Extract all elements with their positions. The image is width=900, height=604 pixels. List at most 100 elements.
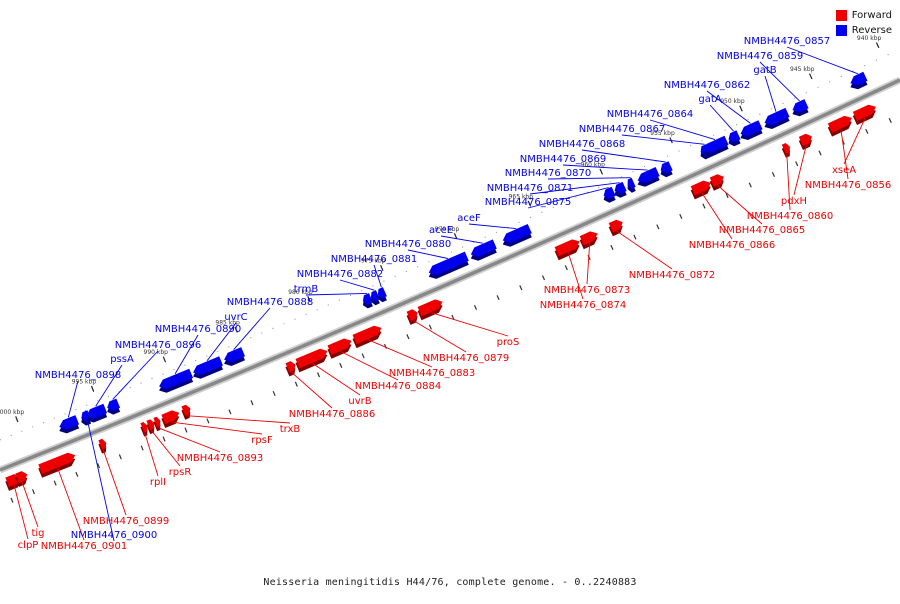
guide-dot (552, 206, 554, 208)
guide-dot (643, 165, 646, 168)
gene-label: gatB (753, 65, 776, 76)
gene-arrow (406, 309, 418, 321)
gene-leader (57, 467, 85, 541)
minor-tick (75, 471, 79, 477)
gene-arrow (59, 415, 80, 430)
major-tick (234, 326, 238, 333)
gene-label: NMBH4476_0882 (297, 269, 383, 280)
minor-tick (184, 427, 188, 433)
gene-label: NMBH4476_0900 (71, 530, 157, 541)
gene-label: NMBH4476_0859 (717, 51, 803, 62)
gene-label: NMBH4476_0868 (539, 139, 625, 150)
gene-label: NMBH4476_0869 (520, 154, 606, 165)
gene-arrow (327, 338, 352, 355)
guide-dot (272, 327, 274, 329)
gene-arrow (470, 239, 497, 257)
guide-dot (598, 186, 600, 188)
minor-tick (406, 334, 410, 340)
gene-feature: NMBH4476_0860 (747, 143, 833, 222)
guide-dot (495, 231, 498, 233)
minor-tick (725, 193, 729, 199)
gene-leader (171, 421, 263, 435)
guide-dot (621, 176, 623, 178)
guide-dot (86, 404, 88, 406)
gene-feature: aceE (429, 225, 497, 261)
gene-leader (616, 230, 673, 270)
guide-dot (338, 299, 340, 301)
gene-arrow (852, 104, 876, 121)
guide-dot (217, 350, 219, 352)
gene-arrow (224, 347, 245, 362)
minor-tick (294, 381, 298, 387)
guide-dot (228, 346, 230, 348)
gene-label: NMBH4476_0873 (544, 285, 630, 296)
guide-dot (575, 196, 577, 198)
gene-leader (793, 144, 807, 196)
minor-tick (473, 304, 478, 311)
guide-dot (21, 430, 23, 432)
gene-label: NMBH4476_0879 (423, 353, 509, 364)
legend-forward-label: Forward (851, 10, 892, 21)
guide-dot (541, 211, 543, 213)
tick-label: 950 kbp (720, 98, 745, 105)
gene-arrow (295, 348, 328, 369)
guide-dot (151, 378, 153, 380)
guide-dot (713, 134, 715, 136)
minor-tick (228, 409, 232, 415)
minor-tick (428, 324, 432, 330)
gene-label: NMBH4476_0864 (607, 109, 693, 120)
guide-dot (875, 59, 878, 61)
gene-label: NMBH4476_0893 (177, 453, 263, 464)
gene-feature: NMBH4476_0893 (153, 416, 263, 464)
guide-dot (829, 81, 831, 83)
gene-feature: uvrB (295, 348, 372, 407)
guide-dot (805, 92, 807, 94)
guide-dot (107, 395, 110, 397)
gene-feature: gatA (698, 94, 741, 147)
tick-label: 940 kbp (857, 35, 882, 42)
gene-leader (717, 185, 763, 225)
gene-feature: NMBH4476_0886 (285, 361, 375, 420)
guide-dot (678, 150, 680, 152)
gene-feature: NMBH4476_0868 (539, 139, 673, 178)
tick-label: 945 kbp (790, 66, 815, 73)
gene-label: NMBH4476_0890 (155, 324, 241, 335)
minor-tick (140, 445, 144, 451)
gene-feature: NMBH4476_0873 (544, 231, 630, 296)
tick-label: 985 kbp (215, 320, 240, 327)
major-tick (875, 42, 880, 49)
gene-arrow (107, 398, 121, 411)
gene-label: pssA (110, 354, 134, 365)
guide-dot (450, 251, 452, 253)
gene-leader (144, 432, 159, 477)
minor-tick (541, 275, 546, 281)
minor-tick (317, 372, 321, 378)
gene-feature: pdxH (781, 133, 812, 207)
gene-feature: NMBH4476_0899 (83, 438, 169, 527)
gene-feature: rpsF (161, 410, 273, 446)
guide-dot (162, 373, 164, 375)
gene-arrow (554, 239, 580, 257)
gene-leader (759, 61, 800, 102)
gene-leader (547, 177, 631, 180)
guide-dot (484, 236, 486, 238)
gene-leader (412, 320, 467, 353)
guide-dot (701, 139, 703, 142)
major-tick (90, 385, 95, 392)
guide-dot (724, 129, 726, 131)
guide-dot (428, 261, 430, 263)
guide-dot (518, 221, 520, 223)
gene-label: trmB (294, 284, 319, 295)
gene-arrow (579, 231, 598, 246)
gene-arrow (627, 177, 636, 189)
gene-label: tig (31, 528, 44, 539)
gene-arrow (764, 107, 790, 125)
gene-arrow (362, 293, 373, 305)
guide-dot (417, 266, 419, 268)
gene-arrow (86, 403, 108, 419)
gene-feature: tig (15, 471, 45, 539)
gene-arrow (352, 325, 382, 345)
gene-feature: NMBH4476_0880 (365, 239, 469, 279)
genome-caption: Neisseria meningitidis H44/76, complete … (263, 577, 637, 588)
